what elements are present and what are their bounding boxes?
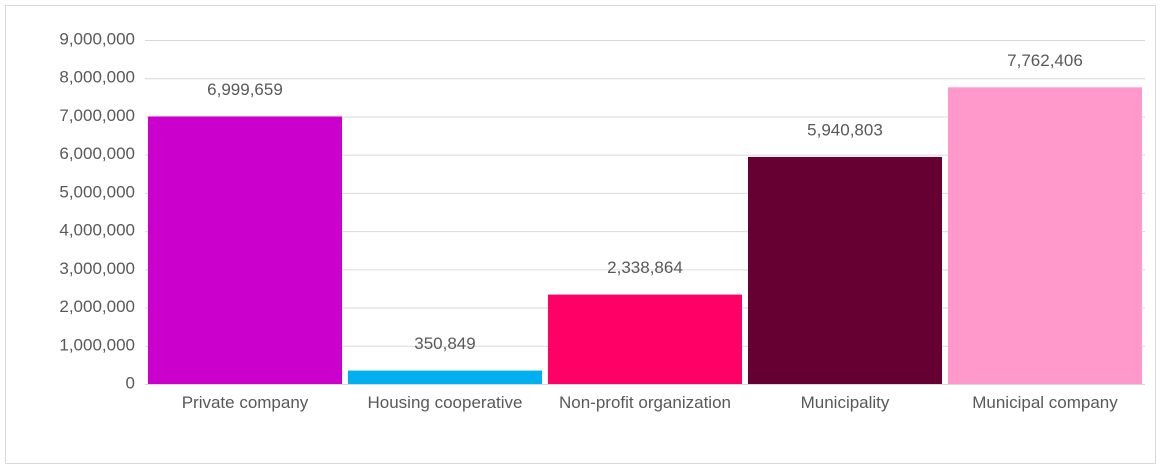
bar: [948, 87, 1142, 385]
bar: [148, 116, 342, 384]
x-tick-label: Municipality: [800, 393, 890, 412]
value-label: 7,762,406: [1007, 51, 1083, 70]
bar: [548, 294, 742, 384]
value-label: 6,999,659: [207, 80, 283, 99]
value-label: 350,849: [414, 334, 475, 353]
value-label: 5,940,803: [807, 120, 883, 139]
y-tick-label: 7,000,000: [59, 106, 135, 125]
x-tick-label: Housing cooperative: [367, 393, 523, 412]
bar: [748, 156, 942, 384]
y-tick-label: 5,000,000: [59, 182, 135, 201]
y-tick-label: 1,000,000: [59, 335, 135, 354]
y-tick-label: 3,000,000: [59, 259, 135, 278]
y-tick-label: 6,000,000: [59, 144, 135, 163]
y-tick-label: 9,000,000: [59, 29, 135, 48]
bar: [348, 370, 542, 384]
y-tick-label: 8,000,000: [59, 68, 135, 87]
x-tick-label: Private company: [181, 393, 309, 412]
value-label: 2,338,864: [607, 258, 683, 277]
x-tick-label: Non-profit organization: [559, 393, 731, 412]
x-tick-label: Municipal company: [972, 393, 1118, 412]
y-tick-label: 4,000,000: [59, 221, 135, 240]
y-tick-label: 0: [126, 373, 135, 392]
y-tick-label: 2,000,000: [59, 297, 135, 316]
